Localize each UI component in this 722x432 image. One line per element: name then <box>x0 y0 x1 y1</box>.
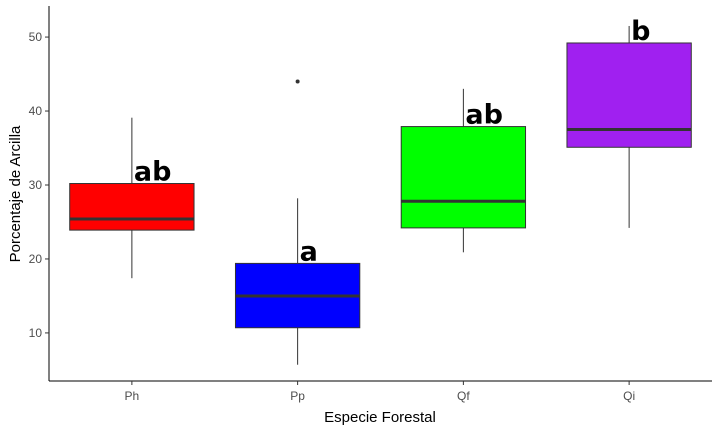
significance-label: a <box>300 236 318 267</box>
y-tick-label: 10 <box>29 326 43 340</box>
box-Ph: ab <box>69 117 195 279</box>
outlier-point <box>295 79 300 84</box>
box <box>400 126 527 229</box>
significance-label: ab <box>465 100 503 131</box>
x-tick-label: Qi <box>623 389 635 403</box>
significance-label: b <box>631 16 650 47</box>
box-Qf: ab <box>400 88 527 253</box>
x-tick-label: Ph <box>125 389 140 403</box>
y-tick-label: 20 <box>29 252 43 266</box>
y-tick-label: 50 <box>29 30 43 44</box>
x-tick-label: Qf <box>457 389 470 403</box>
significance-label: ab <box>134 157 172 188</box>
box <box>69 183 195 231</box>
box <box>566 42 692 148</box>
y-tick-label: 40 <box>29 104 43 118</box>
box-Pp: a <box>234 79 361 365</box>
x-axis-label: Especie Forestal <box>324 409 436 426</box>
x-tick-label: Pp <box>290 389 305 403</box>
y-tick-label: 30 <box>29 178 43 192</box>
y-axis-label: Porcentaje de Arcilla <box>7 125 24 262</box>
box-Qi: b <box>566 16 692 228</box>
